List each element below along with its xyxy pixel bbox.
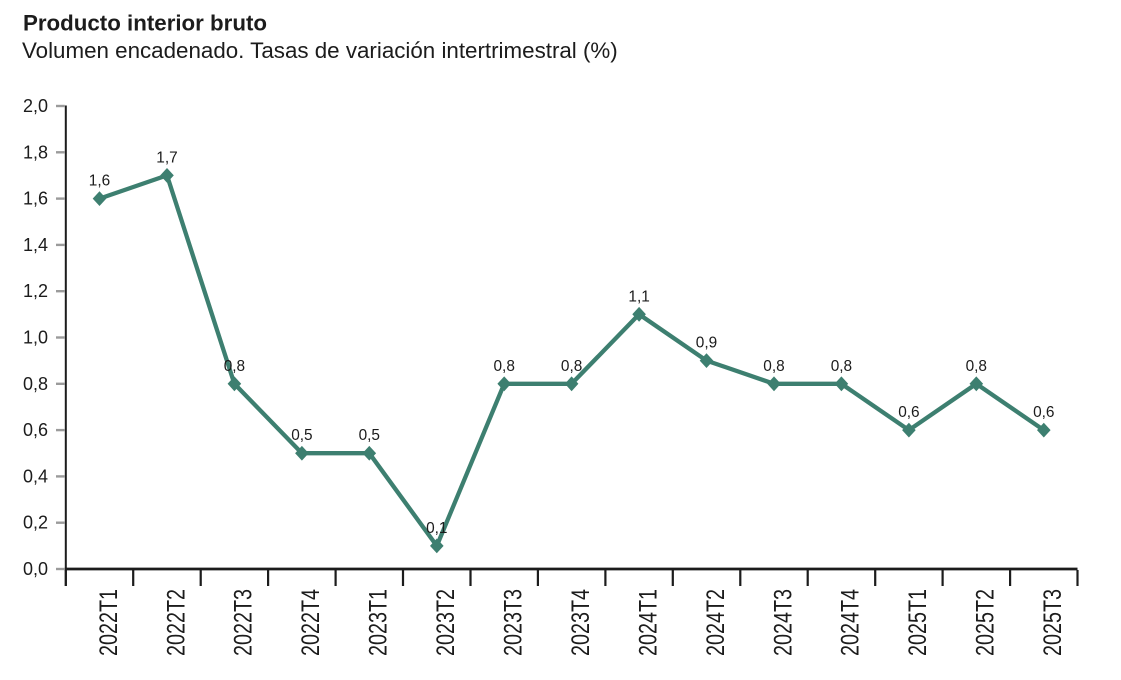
svg-text:2024T1: 2024T1 bbox=[634, 589, 662, 656]
svg-text:1,6: 1,6 bbox=[23, 189, 48, 209]
svg-text:1,7: 1,7 bbox=[156, 149, 177, 166]
svg-text:2,0: 2,0 bbox=[23, 96, 48, 116]
svg-text:0,1: 0,1 bbox=[426, 520, 447, 537]
svg-text:2022T4: 2022T4 bbox=[297, 589, 325, 656]
svg-text:2022T1: 2022T1 bbox=[95, 589, 123, 656]
svg-text:2024T4: 2024T4 bbox=[837, 589, 865, 656]
svg-text:2023T3: 2023T3 bbox=[499, 589, 527, 656]
svg-text:1,0: 1,0 bbox=[23, 328, 48, 348]
svg-text:0,8: 0,8 bbox=[561, 358, 582, 375]
svg-text:2022T2: 2022T2 bbox=[162, 589, 190, 656]
svg-text:0,8: 0,8 bbox=[224, 358, 245, 375]
svg-text:0,8: 0,8 bbox=[23, 374, 48, 394]
svg-text:1,1: 1,1 bbox=[628, 288, 649, 305]
svg-text:2025T3: 2025T3 bbox=[1039, 589, 1067, 656]
svg-text:1,4: 1,4 bbox=[23, 235, 48, 255]
svg-text:0,8: 0,8 bbox=[831, 358, 852, 375]
svg-text:1,2: 1,2 bbox=[23, 281, 48, 301]
svg-text:2025T1: 2025T1 bbox=[904, 589, 932, 656]
svg-text:0,9: 0,9 bbox=[696, 335, 717, 352]
svg-text:Producto interior bruto: Producto interior bruto bbox=[23, 11, 267, 36]
svg-text:0,2: 0,2 bbox=[23, 513, 48, 533]
svg-text:0,8: 0,8 bbox=[493, 358, 514, 375]
svg-text:0,6: 0,6 bbox=[23, 420, 48, 440]
svg-text:1,6: 1,6 bbox=[89, 173, 110, 190]
svg-text:1,8: 1,8 bbox=[23, 142, 48, 162]
svg-text:0,6: 0,6 bbox=[898, 404, 919, 421]
svg-text:2025T2: 2025T2 bbox=[971, 589, 999, 656]
svg-text:2024T2: 2024T2 bbox=[702, 589, 730, 656]
svg-text:2024T3: 2024T3 bbox=[769, 589, 797, 656]
svg-text:2023T2: 2023T2 bbox=[432, 589, 460, 656]
svg-text:2022T3: 2022T3 bbox=[230, 589, 258, 656]
svg-text:Volumen encadenado. Tasas de v: Volumen encadenado. Tasas de variación i… bbox=[22, 38, 618, 63]
svg-text:0,6: 0,6 bbox=[1033, 404, 1054, 421]
svg-text:0,5: 0,5 bbox=[359, 427, 380, 444]
svg-text:0,0: 0,0 bbox=[23, 559, 48, 579]
svg-text:0,8: 0,8 bbox=[763, 358, 784, 375]
svg-text:0,4: 0,4 bbox=[23, 466, 48, 486]
svg-text:0,5: 0,5 bbox=[291, 427, 312, 444]
svg-text:2023T1: 2023T1 bbox=[364, 589, 392, 656]
svg-text:2023T4: 2023T4 bbox=[567, 589, 595, 656]
svg-text:0,8: 0,8 bbox=[966, 358, 987, 375]
